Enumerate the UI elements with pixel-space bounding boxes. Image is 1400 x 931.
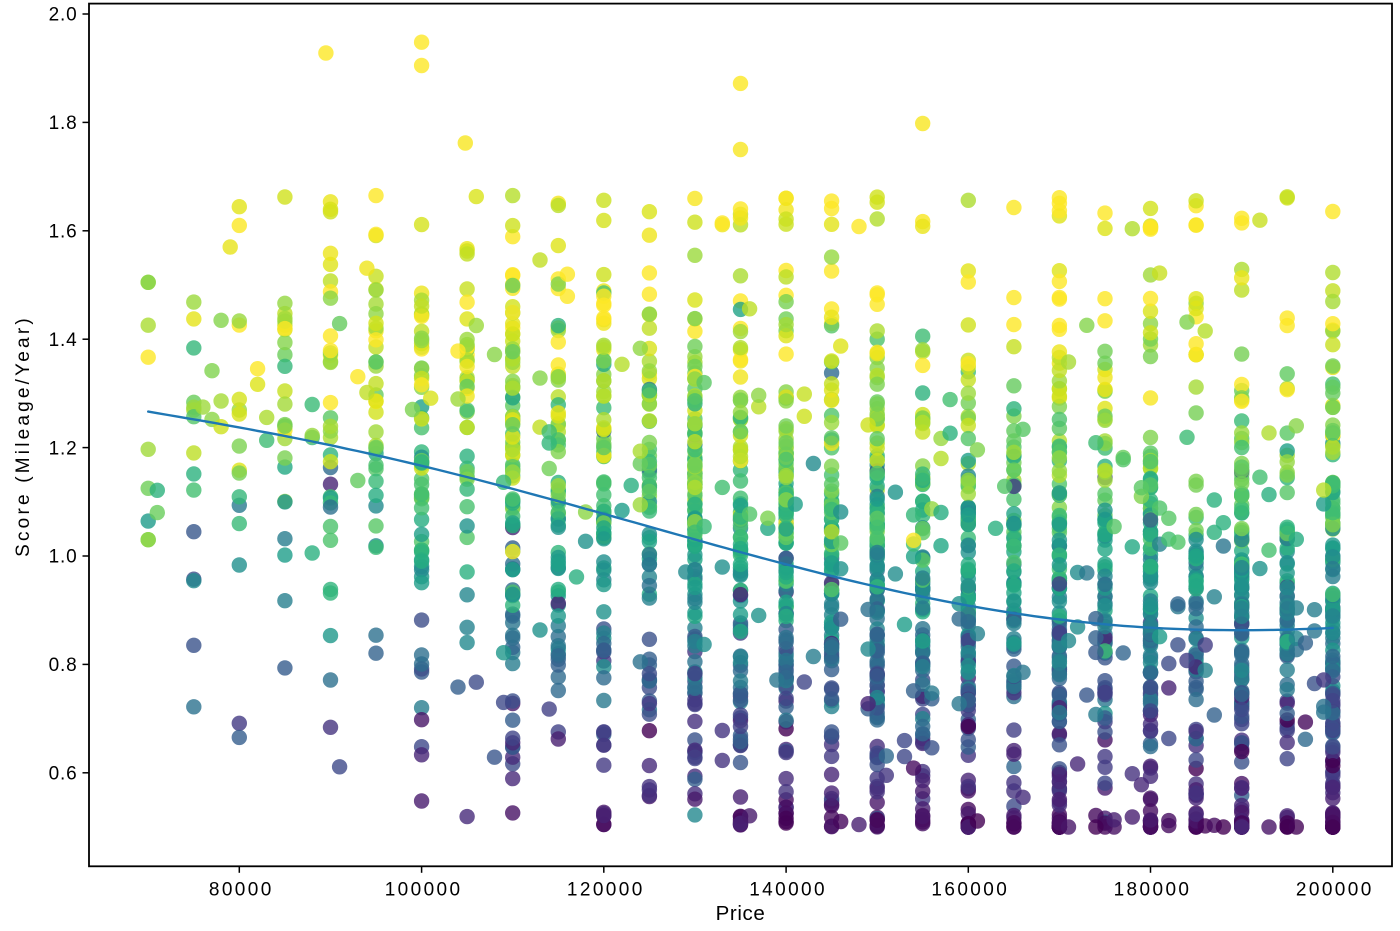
svg-text:100000: 100000: [385, 880, 463, 901]
svg-text:200000: 200000: [1296, 880, 1374, 901]
svg-text:0.6: 0.6: [49, 764, 78, 785]
svg-text:Score (Mileage/Year): Score (Mileage/Year): [13, 315, 34, 557]
svg-text:1.2: 1.2: [49, 438, 78, 459]
svg-text:Price: Price: [716, 902, 766, 925]
svg-text:140000: 140000: [749, 880, 827, 901]
svg-text:80000: 80000: [209, 880, 274, 901]
svg-text:180000: 180000: [1114, 880, 1192, 901]
svg-text:1.8: 1.8: [49, 113, 78, 134]
svg-text:0.8: 0.8: [49, 655, 78, 676]
svg-text:2.0: 2.0: [49, 5, 78, 26]
svg-text:1.6: 1.6: [49, 222, 78, 243]
svg-text:1.4: 1.4: [49, 330, 78, 351]
svg-text:160000: 160000: [931, 880, 1009, 901]
svg-text:1.0: 1.0: [49, 547, 78, 568]
svg-text:120000: 120000: [567, 880, 645, 901]
